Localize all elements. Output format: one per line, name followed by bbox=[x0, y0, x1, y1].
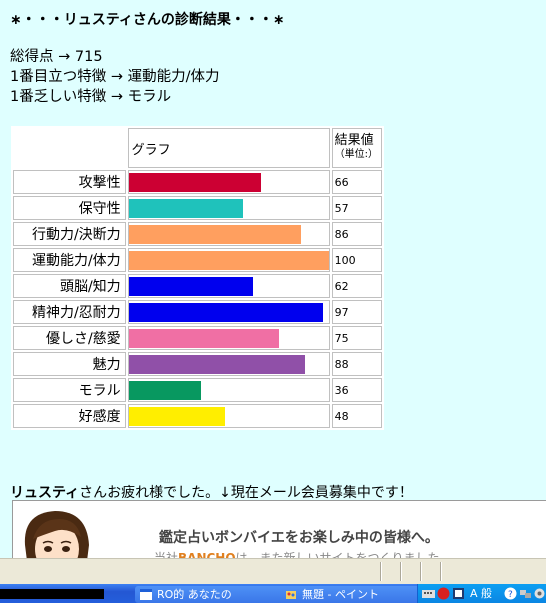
tray-app-icon[interactable] bbox=[452, 587, 465, 600]
value-header-label: 結果値 bbox=[334, 133, 374, 148]
result-table: グラフ 結果値 （単位:） 攻撃性 66 保守性 57 行動力/決断力 86 運動能力/体力 1… bbox=[11, 126, 384, 430]
help-icon[interactable]: ? bbox=[504, 587, 517, 600]
trait-bar-cell bbox=[127, 326, 330, 350]
trait-label: 好感度 bbox=[13, 404, 126, 428]
table-header-row: グラフ 結果値 （単位:） bbox=[13, 128, 382, 168]
browser-status-bar bbox=[0, 558, 546, 585]
redacted-start-area bbox=[0, 589, 104, 599]
graph-header: グラフ bbox=[127, 128, 330, 168]
trait-value: 86 bbox=[331, 222, 382, 246]
system-tray: A 般 ? bbox=[417, 584, 546, 603]
trait-bar-cell bbox=[127, 352, 330, 376]
trait-bar-cell bbox=[127, 248, 330, 272]
footer-text: さんお疲れ様でした。↓現在メール会員募集中です！ bbox=[79, 485, 413, 501]
top-trait: 1番目立つ特徴 → 運動能力/体力 bbox=[10, 69, 220, 85]
table-row: 攻撃性 66 bbox=[13, 170, 382, 194]
trait-value: 57 bbox=[331, 196, 382, 220]
header-corner bbox=[13, 128, 126, 168]
ad-banner[interactable]: 鑑定占いボンバイエをお楽しみ中の皆様へ。 当社BANCHOは、また新しいサイトを… bbox=[12, 500, 546, 559]
paint-icon bbox=[286, 591, 296, 599]
browser-window-icon bbox=[140, 589, 152, 600]
trait-value: 66 bbox=[331, 170, 382, 194]
footer-message: リュスティさんお疲れ様でした。↓現在メール会員募集中です！ bbox=[10, 482, 413, 502]
banner-sub-prefix: 当社 bbox=[154, 551, 179, 559]
ime-indicator[interactable]: A 般 bbox=[470, 587, 493, 600]
banner-brand: BANCHO bbox=[178, 551, 236, 559]
title-name: リュスティ bbox=[63, 12, 133, 28]
trait-bar bbox=[128, 250, 329, 270]
table-row: 優しさ/慈愛 75 bbox=[13, 326, 382, 350]
keyboard-icon[interactable] bbox=[422, 587, 435, 600]
trait-label: 行動力/決断力 bbox=[13, 222, 126, 246]
trait-bar-cell bbox=[127, 222, 330, 246]
trait-bar bbox=[128, 224, 301, 244]
taskbar-button-paint[interactable]: 無題 - ペイント bbox=[280, 586, 440, 603]
table-row: 魅力 88 bbox=[13, 352, 382, 376]
trait-bar bbox=[128, 406, 225, 426]
total-score: 総得点 → 715 bbox=[10, 49, 103, 65]
trait-bar bbox=[128, 328, 279, 348]
taskbar-button-browser[interactable]: RO的 あなたの bbox=[135, 586, 287, 603]
trait-label: モラル bbox=[13, 378, 126, 402]
trait-value: 100 bbox=[331, 248, 382, 272]
settings-icon[interactable] bbox=[533, 587, 546, 600]
trait-bar-cell bbox=[127, 196, 330, 220]
page-title: ∗・・・リュスティさんの診断結果・・・∗ bbox=[10, 9, 285, 29]
network-icon[interactable] bbox=[519, 587, 532, 600]
trait-value: 97 bbox=[331, 300, 382, 324]
avatar-illustration bbox=[24, 511, 89, 559]
trait-bar bbox=[128, 198, 243, 218]
table-row: 運動能力/体力 100 bbox=[13, 248, 382, 272]
trait-value: 88 bbox=[331, 352, 382, 376]
banner-sub-suffix: は、また新しいサイトをつくりました bbox=[235, 551, 440, 559]
banner-subtext: 当社BANCHOは、また新しいサイトをつくりました bbox=[154, 549, 440, 559]
status-separator bbox=[400, 562, 402, 581]
windows-taskbar: RO的 あなたの 無題 - ペイント A 般 ? bbox=[0, 584, 546, 603]
trait-value: 62 bbox=[331, 274, 382, 298]
status-separator bbox=[380, 562, 382, 581]
trait-bar bbox=[128, 380, 201, 400]
title-prefix: ∗・・・ bbox=[10, 12, 64, 28]
status-separator bbox=[420, 562, 422, 581]
trait-bar bbox=[128, 302, 323, 322]
trait-bar-cell bbox=[127, 378, 330, 402]
weak-trait: 1番乏しい特徴 → モラル bbox=[10, 89, 172, 105]
taskbar-button-browser-label: RO的 あなたの bbox=[157, 588, 232, 601]
trait-bar-cell bbox=[127, 404, 330, 428]
trait-bar-cell bbox=[127, 300, 330, 324]
trait-value: 75 bbox=[331, 326, 382, 350]
trait-value: 36 bbox=[331, 378, 382, 402]
trait-bar-cell bbox=[127, 274, 330, 298]
trait-label: 運動能力/体力 bbox=[13, 248, 126, 272]
table-row: モラル 36 bbox=[13, 378, 382, 402]
trait-bar bbox=[128, 354, 305, 374]
trait-value: 48 bbox=[331, 404, 382, 428]
footer-name: リュスティ bbox=[10, 485, 80, 501]
trait-bar bbox=[128, 276, 253, 296]
unit-header: （単位:） bbox=[334, 149, 379, 160]
trait-bar bbox=[128, 172, 261, 192]
trait-label: 頭脳/知力 bbox=[13, 274, 126, 298]
trait-label: 優しさ/慈愛 bbox=[13, 326, 126, 350]
title-suffix: さんの診断結果・・・∗ bbox=[132, 12, 285, 28]
table-row: 精神力/忍耐力 97 bbox=[13, 300, 382, 324]
table-row: 頭脳/知力 62 bbox=[13, 274, 382, 298]
svg-text:?: ? bbox=[508, 590, 513, 600]
status-separator bbox=[440, 562, 442, 581]
value-header: 結果値 （単位:） bbox=[331, 128, 382, 168]
trait-label: 保守性 bbox=[13, 196, 126, 220]
trait-label: 魅力 bbox=[13, 352, 126, 376]
banner-headline: 鑑定占いボンバイエをお楽しみ中の皆様へ。 bbox=[159, 530, 439, 546]
taskbar-button-paint-label: 無題 - ペイント bbox=[302, 588, 379, 601]
table-row: 好感度 48 bbox=[13, 404, 382, 428]
result-summary: 総得点 → 715 1番目立つ特徴 → 運動能力/体力 1番乏しい特徴 → モラ… bbox=[10, 47, 219, 107]
table-row: 行動力/決断力 86 bbox=[13, 222, 382, 246]
trait-label: 精神力/忍耐力 bbox=[13, 300, 126, 324]
trait-bar-cell bbox=[127, 170, 330, 194]
red-app-icon[interactable] bbox=[437, 587, 450, 600]
table-row: 保守性 57 bbox=[13, 196, 382, 220]
trait-label: 攻撃性 bbox=[13, 170, 126, 194]
